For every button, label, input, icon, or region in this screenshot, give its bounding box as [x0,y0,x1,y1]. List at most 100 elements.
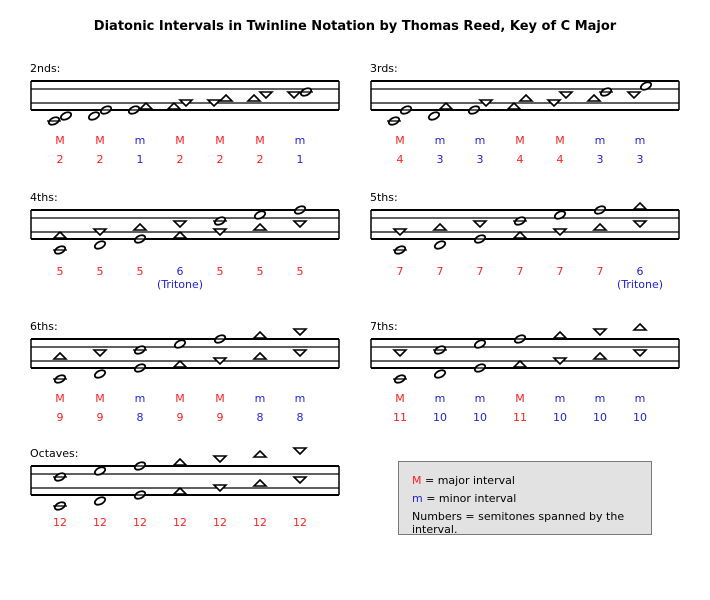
semitone-count: 2 [56,153,64,166]
interval-quality: M [515,392,525,405]
semitone-count: 8 [136,411,144,424]
semitone-count: 5 [136,265,144,278]
interval-quality: M [555,134,565,147]
twinline-staff [370,322,680,384]
interval-quality: M [395,392,405,405]
twinline-staff [30,205,340,255]
section-label: 3rds: [370,62,398,75]
section-octaves: Octaves: 12 12 12 12 12 12 12 [30,447,340,567]
semitone-count: 2 [256,153,264,166]
interval-quality: M [95,134,105,147]
semitone-count: 11 [513,411,527,424]
legend-numbers: Numbers = semitones spanned by the inter… [412,510,625,536]
section-label: 6ths: [30,320,58,333]
interval-quality: M [175,392,185,405]
legend-minor: m = minor interval [412,492,516,505]
page-title: Diatonic Intervals in Twinline Notation … [93,19,617,34]
semitone-count: 5 [296,265,304,278]
section-label: 5ths: [370,191,398,204]
interval-quality: m [634,134,646,147]
interval-quality: m [434,134,446,147]
semitone-count: 1 [136,153,144,166]
minor-symbol: m [412,492,423,505]
section-7ths: 7ths: M 11 m 10 m 10 M 11 m 10 m 10 m 10 [370,320,680,440]
semitone-count: 5 [96,265,104,278]
interval-quality: M [95,392,105,405]
interval-quality: m [254,392,266,405]
section-label: 7ths: [370,320,398,333]
semitone-count: 4 [516,153,524,166]
semitone-count: 5 [56,265,64,278]
semitone-count: 8 [256,411,264,424]
interval-quality: M [175,134,185,147]
semitone-count: 2 [216,153,224,166]
interval-quality: m [134,134,146,147]
semitone-count: 4 [556,153,564,166]
twinline-staff [30,447,340,511]
semitone-count: 5 [256,265,264,278]
interval-quality: m [434,392,446,405]
semitone-count: 7 [436,265,444,278]
semitone-count: 12 [293,516,307,529]
section-3rds: 3rds: M 4 m 3 m 3 M 4 M 4 m 3 m 3 [370,62,680,182]
semitone-count: 10 [593,411,607,424]
semitone-count: 7 [556,265,564,278]
semitone-count: 9 [96,411,104,424]
interval-quality: M [215,392,225,405]
semitone-count: 1 [296,153,304,166]
interval-quality: m [474,392,486,405]
semitone-count: 6 [636,265,644,278]
semitone-count: 9 [56,411,64,424]
interval-quality: m [294,134,306,147]
legend-major: M = major interval [412,474,515,487]
semitone-count: 4 [396,153,404,166]
semitone-count: 7 [516,265,524,278]
semitone-count: 3 [476,153,484,166]
semitone-count: 8 [296,411,304,424]
section-5ths: 5ths: 7 7 7 7 7 7 6 (Tritone) [370,191,680,311]
semitone-count: 3 [596,153,604,166]
twinline-staff [30,328,340,384]
legend-box: M = major interval m = minor interval Nu… [398,461,652,536]
semitone-count: 7 [596,265,604,278]
semitone-count: 12 [93,516,107,529]
semitone-count: 9 [216,411,224,424]
section-label: Octaves: [30,447,79,460]
interval-quality: m [134,392,146,405]
twinline-staff [370,201,680,255]
major-symbol: M [412,474,422,487]
semitone-count: 10 [473,411,487,424]
tritone-note: (Tritone) [156,278,204,291]
semitone-count: 3 [436,153,444,166]
interval-quality: M [55,392,65,405]
semitone-count: 11 [393,411,407,424]
interval-quality: m [634,392,646,405]
minor-text: = minor interval [422,492,517,505]
interval-quality: M [55,134,65,147]
semitone-count: 9 [176,411,184,424]
semitone-count: 6 [176,265,184,278]
semitone-count: 12 [133,516,147,529]
semitone-count: 5 [216,265,224,278]
interval-quality: M [255,134,265,147]
interval-quality: M [515,134,525,147]
semitone-count: 10 [433,411,447,424]
semitone-count: 2 [96,153,104,166]
semitone-count: 12 [173,516,187,529]
semitone-count: 10 [633,411,647,424]
semitone-count: 3 [636,153,644,166]
twinline-staff [30,80,340,126]
section-6ths: 6ths: M 9 M 9 m 8 M 9 M 9 m 8 m 8 [30,320,340,440]
interval-quality: m [554,392,566,405]
interval-quality: m [294,392,306,405]
section-label: 2nds: [30,62,61,75]
semitone-count: 12 [53,516,67,529]
section-4ths: 4ths: 5 5 5 6 (Tritone) 5 5 5 [30,191,340,311]
section-label: 4ths: [30,191,58,204]
semitone-count: 10 [553,411,567,424]
interval-quality: m [474,134,486,147]
interval-quality: M [395,134,405,147]
interval-quality: m [594,392,606,405]
semitone-count: 12 [213,516,227,529]
semitone-count: 7 [476,265,484,278]
